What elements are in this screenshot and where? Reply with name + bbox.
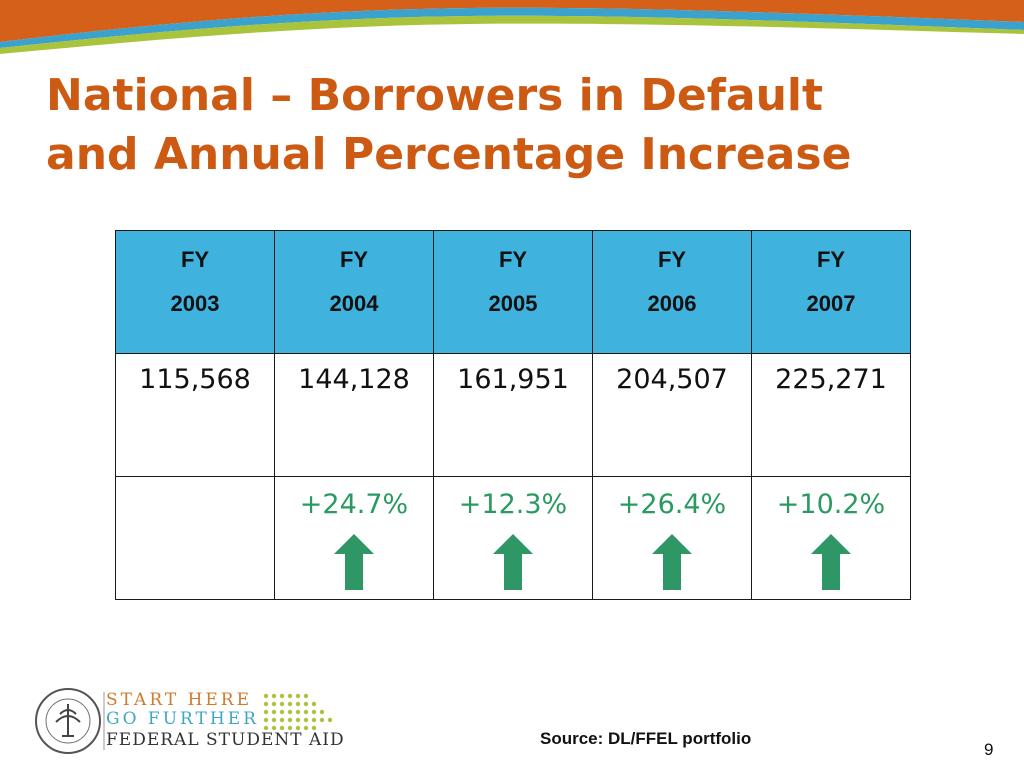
slide-title: National – Borrowers in Default and Annu… [46, 66, 1006, 184]
value-2005: 161,951 [457, 364, 569, 395]
value-cell: 161,951 [433, 353, 593, 477]
value-cell: 204,507 [592, 353, 752, 477]
change-cell: +26.4% [592, 476, 752, 600]
header-fy2003: FY 2003 [115, 230, 275, 354]
title-line-2: and Annual Percentage Increase [46, 129, 852, 180]
header-fy-label: FY [657, 247, 687, 272]
value-2004: 144,128 [298, 364, 410, 395]
change-cell: +12.3% [433, 476, 593, 600]
percent-change-row: +24.7% +12.3% +26.4% +10.2% [115, 476, 911, 600]
change-cell: +24.7% [274, 476, 434, 600]
change-2006: +26.4% [617, 489, 727, 520]
value-cell: 144,128 [274, 353, 434, 477]
department-seal-icon [35, 688, 101, 754]
change-cell: +10.2% [751, 476, 911, 600]
page-number: 9 [984, 740, 994, 759]
header-fy-label: FY [498, 247, 528, 272]
borrowers-row: 115,568 144,128 161,951 204,507 225,271 [115, 353, 911, 477]
logo-tagline-go-further: GO FURTHER [106, 709, 259, 729]
change-cell-empty [115, 476, 275, 600]
change-2004: +24.7% [299, 489, 409, 520]
fsa-logo [35, 688, 333, 754]
header-year: 2007 [806, 291, 856, 316]
title-line-1: National – Borrowers in Default [46, 70, 824, 121]
value-cell: 225,271 [751, 353, 911, 477]
top-banner [0, 0, 1024, 55]
header-fy-label: FY [816, 247, 846, 272]
value-2003: 115,568 [139, 364, 251, 395]
header-year: 2006 [647, 291, 697, 316]
change-2007: +10.2% [776, 489, 886, 520]
header-year: 2005 [488, 291, 538, 316]
header-fy2005: FY 2005 [433, 230, 593, 354]
up-arrow-icon [811, 534, 851, 590]
header-year: 2003 [170, 291, 220, 316]
logo-federal-student-aid: FEDERAL STUDENT AID [106, 730, 345, 750]
up-arrow-icon [493, 534, 533, 590]
default-table: FY 2003 FY 2004 FY 2005 FY 2006 FY 2007 115,5… [115, 230, 911, 600]
header-fy-label: FY [339, 247, 369, 272]
up-arrow-icon [652, 534, 692, 590]
change-2005: +12.3% [458, 489, 568, 520]
header-fy2007: FY 2007 [751, 230, 911, 354]
value-2007: 225,271 [775, 364, 887, 395]
table-header-row: FY 2003 FY 2004 FY 2005 FY 2006 FY 2007 [115, 230, 911, 354]
header-year: 2004 [329, 291, 379, 316]
source-note: Source: DL/FFEL portfolio [540, 729, 752, 748]
value-cell: 115,568 [115, 353, 275, 477]
value-2006: 204,507 [616, 364, 728, 395]
header-fy2006: FY 2006 [592, 230, 752, 354]
header-fy-label: FY [180, 247, 210, 272]
header-fy2004: FY 2004 [274, 230, 434, 354]
logo-tagline-start-here: START HERE [106, 690, 253, 710]
up-arrow-icon [334, 534, 374, 590]
dot-grid-icon [263, 693, 333, 731]
